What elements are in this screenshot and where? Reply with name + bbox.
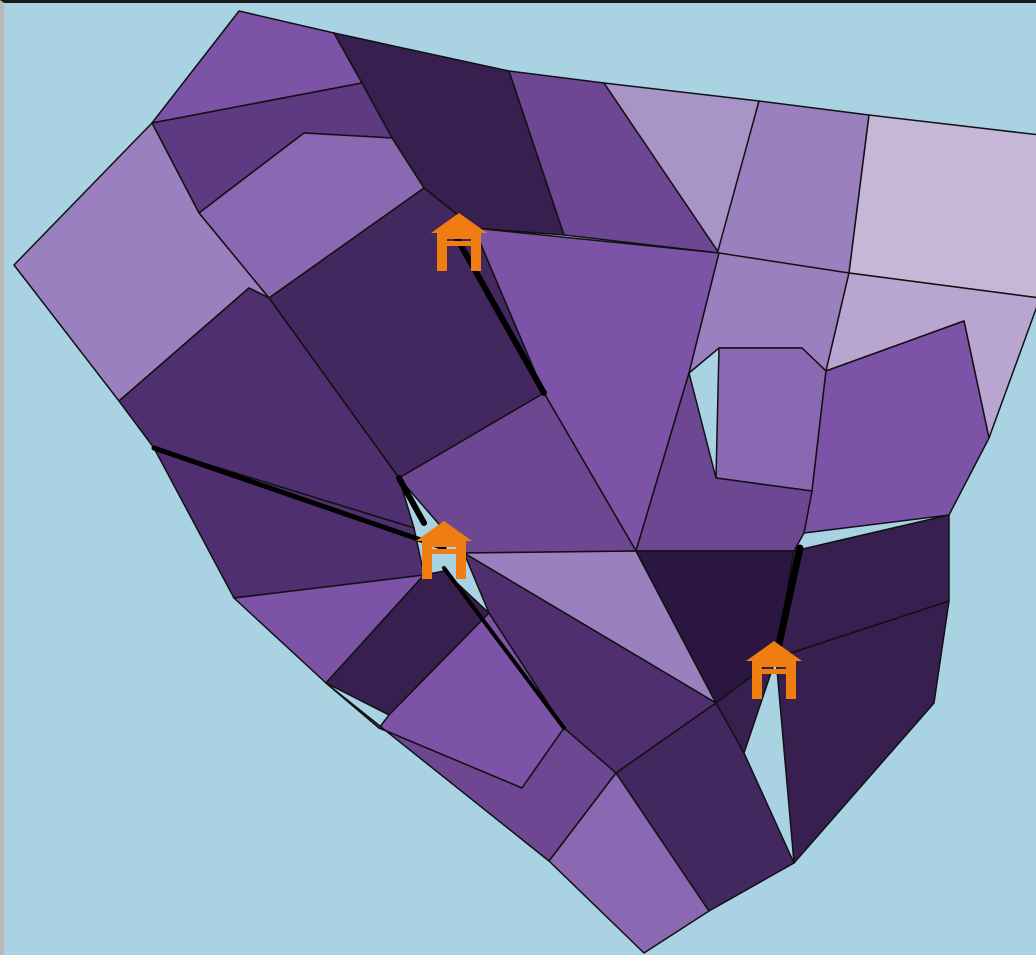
region-south-deep[interactable] — [615, 702, 795, 912]
road-west — [151, 445, 447, 551]
region-ne-corner[interactable] — [848, 114, 1036, 299]
roads-layer — [151, 230, 804, 730]
house-marker-center[interactable] — [416, 521, 472, 579]
house-marker-north[interactable] — [431, 213, 487, 271]
regions-layer — [13, 10, 1036, 954]
road-north — [451, 230, 547, 396]
house-icon — [416, 521, 472, 579]
house-marker-east[interactable] — [746, 641, 802, 699]
road-south — [442, 566, 566, 730]
map-canvas[interactable] — [4, 3, 1036, 955]
region-south-dark-small[interactable] — [325, 570, 490, 716]
region-east-block[interactable] — [715, 347, 827, 492]
region-se-large[interactable] — [775, 600, 950, 864]
house-icon — [431, 213, 487, 271]
road-southeast — [772, 544, 804, 662]
house-icon — [746, 641, 802, 699]
road-center — [396, 475, 427, 526]
markers-layer — [416, 213, 802, 699]
